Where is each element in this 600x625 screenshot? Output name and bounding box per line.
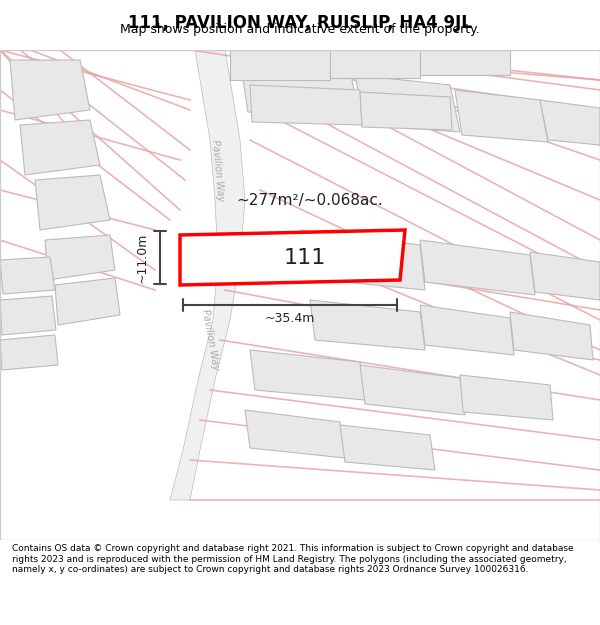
- Polygon shape: [170, 50, 245, 500]
- Text: ~277m²/~0.068ac.: ~277m²/~0.068ac.: [236, 192, 383, 208]
- Polygon shape: [20, 120, 100, 175]
- Polygon shape: [55, 278, 120, 325]
- Polygon shape: [250, 350, 365, 400]
- Polygon shape: [45, 235, 115, 280]
- Polygon shape: [330, 50, 420, 78]
- Polygon shape: [340, 425, 435, 470]
- Polygon shape: [250, 85, 362, 125]
- Polygon shape: [420, 305, 514, 355]
- Text: Pavilion Way: Pavilion Way: [211, 139, 226, 201]
- Polygon shape: [0, 335, 58, 370]
- Text: Pavilion Way: Pavilion Way: [200, 309, 220, 371]
- Polygon shape: [300, 230, 425, 290]
- Text: 111: 111: [284, 248, 326, 268]
- Polygon shape: [355, 75, 460, 132]
- Text: ~35.4m: ~35.4m: [265, 312, 315, 326]
- Text: Contains OS data © Crown copyright and database right 2021. This information is : Contains OS data © Crown copyright and d…: [12, 544, 574, 574]
- Polygon shape: [230, 50, 330, 80]
- Polygon shape: [10, 60, 90, 120]
- Polygon shape: [460, 375, 553, 420]
- Polygon shape: [420, 50, 510, 75]
- Polygon shape: [420, 240, 535, 295]
- Text: 111, PAVILION WAY, RUISLIP, HA4 9JL: 111, PAVILION WAY, RUISLIP, HA4 9JL: [128, 14, 472, 32]
- Polygon shape: [455, 90, 548, 142]
- Polygon shape: [0, 296, 56, 335]
- Polygon shape: [310, 300, 425, 350]
- Polygon shape: [245, 410, 345, 458]
- Polygon shape: [240, 60, 360, 120]
- Polygon shape: [0, 257, 55, 294]
- Text: ~11.0m: ~11.0m: [136, 232, 149, 282]
- Polygon shape: [360, 365, 465, 415]
- Polygon shape: [510, 312, 593, 360]
- Polygon shape: [180, 230, 405, 285]
- Polygon shape: [35, 175, 110, 230]
- Polygon shape: [360, 92, 452, 130]
- Text: Map shows position and indicative extent of the property.: Map shows position and indicative extent…: [120, 23, 480, 36]
- Polygon shape: [540, 100, 600, 145]
- Polygon shape: [530, 252, 600, 300]
